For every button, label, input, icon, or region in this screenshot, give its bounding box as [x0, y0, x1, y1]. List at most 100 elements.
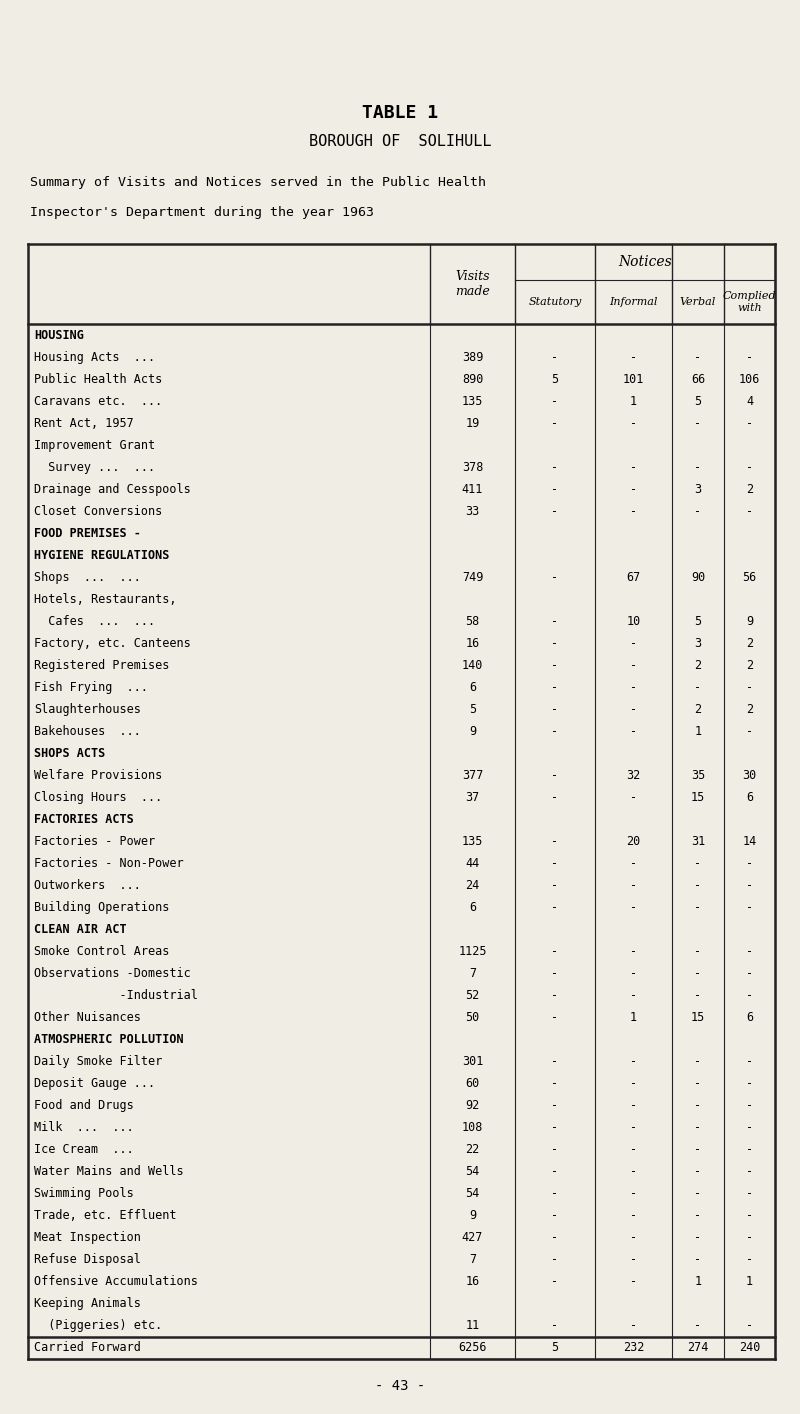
Text: 37: 37 [466, 790, 480, 805]
Text: -: - [630, 1165, 637, 1178]
Text: 16: 16 [466, 636, 480, 650]
Text: -: - [746, 1055, 753, 1068]
Text: 31: 31 [691, 836, 705, 848]
Text: -: - [630, 1077, 637, 1090]
Text: -: - [551, 636, 558, 650]
Text: -: - [694, 351, 702, 363]
Text: -: - [551, 1319, 558, 1332]
Text: (Piggeries) etc.: (Piggeries) etc. [34, 1319, 162, 1332]
Text: 1: 1 [630, 1011, 637, 1024]
Text: -: - [630, 1253, 637, 1267]
Text: Statutory: Statutory [528, 297, 582, 307]
Text: Deposit Gauge ...: Deposit Gauge ... [34, 1077, 155, 1090]
Text: -: - [630, 682, 637, 694]
Text: -: - [551, 1275, 558, 1288]
Text: Summary of Visits and Notices served in the Public Health: Summary of Visits and Notices served in … [30, 175, 486, 189]
Text: Closet Conversions: Closet Conversions [34, 505, 162, 518]
Text: -: - [694, 990, 702, 1003]
Text: Notices: Notices [618, 255, 672, 269]
Text: TABLE 1: TABLE 1 [362, 105, 438, 122]
Text: Factories - Power: Factories - Power [34, 836, 155, 848]
Text: -: - [694, 1055, 702, 1068]
Text: - 43 -: - 43 - [375, 1379, 425, 1393]
Text: HOUSING: HOUSING [34, 328, 84, 342]
Text: -: - [551, 990, 558, 1003]
Text: -: - [551, 1144, 558, 1157]
Text: -: - [551, 417, 558, 430]
Text: Milk  ...  ...: Milk ... ... [34, 1121, 134, 1134]
Text: 35: 35 [691, 769, 705, 782]
Text: 6: 6 [746, 790, 753, 805]
Text: -: - [551, 769, 558, 782]
Text: 15: 15 [691, 790, 705, 805]
Text: -: - [746, 417, 753, 430]
Text: 24: 24 [466, 880, 480, 892]
Text: 1: 1 [630, 395, 637, 407]
Text: 9: 9 [469, 725, 476, 738]
Text: 92: 92 [466, 1099, 480, 1113]
Text: Carried Forward: Carried Forward [34, 1342, 141, 1355]
Text: 2: 2 [746, 703, 753, 715]
Text: -: - [694, 945, 702, 959]
Text: -: - [694, 1209, 702, 1222]
Text: Meat Inspection: Meat Inspection [34, 1232, 141, 1244]
Text: Swimming Pools: Swimming Pools [34, 1188, 134, 1200]
Text: 389: 389 [462, 351, 483, 363]
Text: -: - [630, 703, 637, 715]
Text: -: - [630, 1319, 637, 1332]
Text: -: - [630, 505, 637, 518]
Text: -: - [551, 461, 558, 474]
Text: -: - [694, 1319, 702, 1332]
Text: Shops  ...  ...: Shops ... ... [34, 571, 141, 584]
Text: Smoke Control Areas: Smoke Control Areas [34, 945, 170, 959]
Text: Food and Drugs: Food and Drugs [34, 1099, 134, 1113]
Text: -: - [746, 725, 753, 738]
Text: 5: 5 [694, 395, 702, 407]
Text: 749: 749 [462, 571, 483, 584]
Text: -: - [746, 1232, 753, 1244]
Text: -: - [746, 967, 753, 980]
Text: Factories - Non-Power: Factories - Non-Power [34, 857, 184, 870]
Text: 7: 7 [469, 1253, 476, 1267]
Text: -: - [694, 1165, 702, 1178]
Text: -: - [630, 880, 637, 892]
Text: -: - [551, 571, 558, 584]
Text: Informal: Informal [610, 297, 658, 307]
Text: Public Health Acts: Public Health Acts [34, 372, 162, 386]
Text: -: - [694, 505, 702, 518]
Text: Visits
made: Visits made [455, 270, 490, 298]
Text: 5: 5 [694, 615, 702, 628]
Text: 50: 50 [466, 1011, 480, 1024]
Text: 20: 20 [626, 836, 641, 848]
Text: -: - [551, 945, 558, 959]
Text: -: - [746, 990, 753, 1003]
Text: -: - [551, 1055, 558, 1068]
Text: -: - [551, 1232, 558, 1244]
Text: -: - [551, 1209, 558, 1222]
Text: -: - [694, 880, 702, 892]
Text: 14: 14 [742, 836, 757, 848]
Text: -: - [630, 1099, 637, 1113]
Text: -: - [746, 682, 753, 694]
Text: -: - [630, 1275, 637, 1288]
Text: 11: 11 [466, 1319, 480, 1332]
Text: FOOD PREMISES -: FOOD PREMISES - [34, 526, 141, 540]
Text: -: - [746, 945, 753, 959]
Text: -: - [630, 659, 637, 672]
Text: -: - [694, 967, 702, 980]
Text: 10: 10 [626, 615, 641, 628]
Text: Registered Premises: Registered Premises [34, 659, 170, 672]
Text: 377: 377 [462, 769, 483, 782]
Text: -: - [551, 857, 558, 870]
Text: 2: 2 [694, 659, 702, 672]
Text: -: - [630, 417, 637, 430]
Text: 1125: 1125 [458, 945, 486, 959]
Text: 1: 1 [746, 1275, 753, 1288]
Text: -: - [630, 945, 637, 959]
Text: 301: 301 [462, 1055, 483, 1068]
Text: -: - [551, 1077, 558, 1090]
Text: Hotels, Restaurants,: Hotels, Restaurants, [34, 592, 177, 605]
Text: 6: 6 [746, 1011, 753, 1024]
Text: -: - [746, 461, 753, 474]
Text: 30: 30 [742, 769, 757, 782]
